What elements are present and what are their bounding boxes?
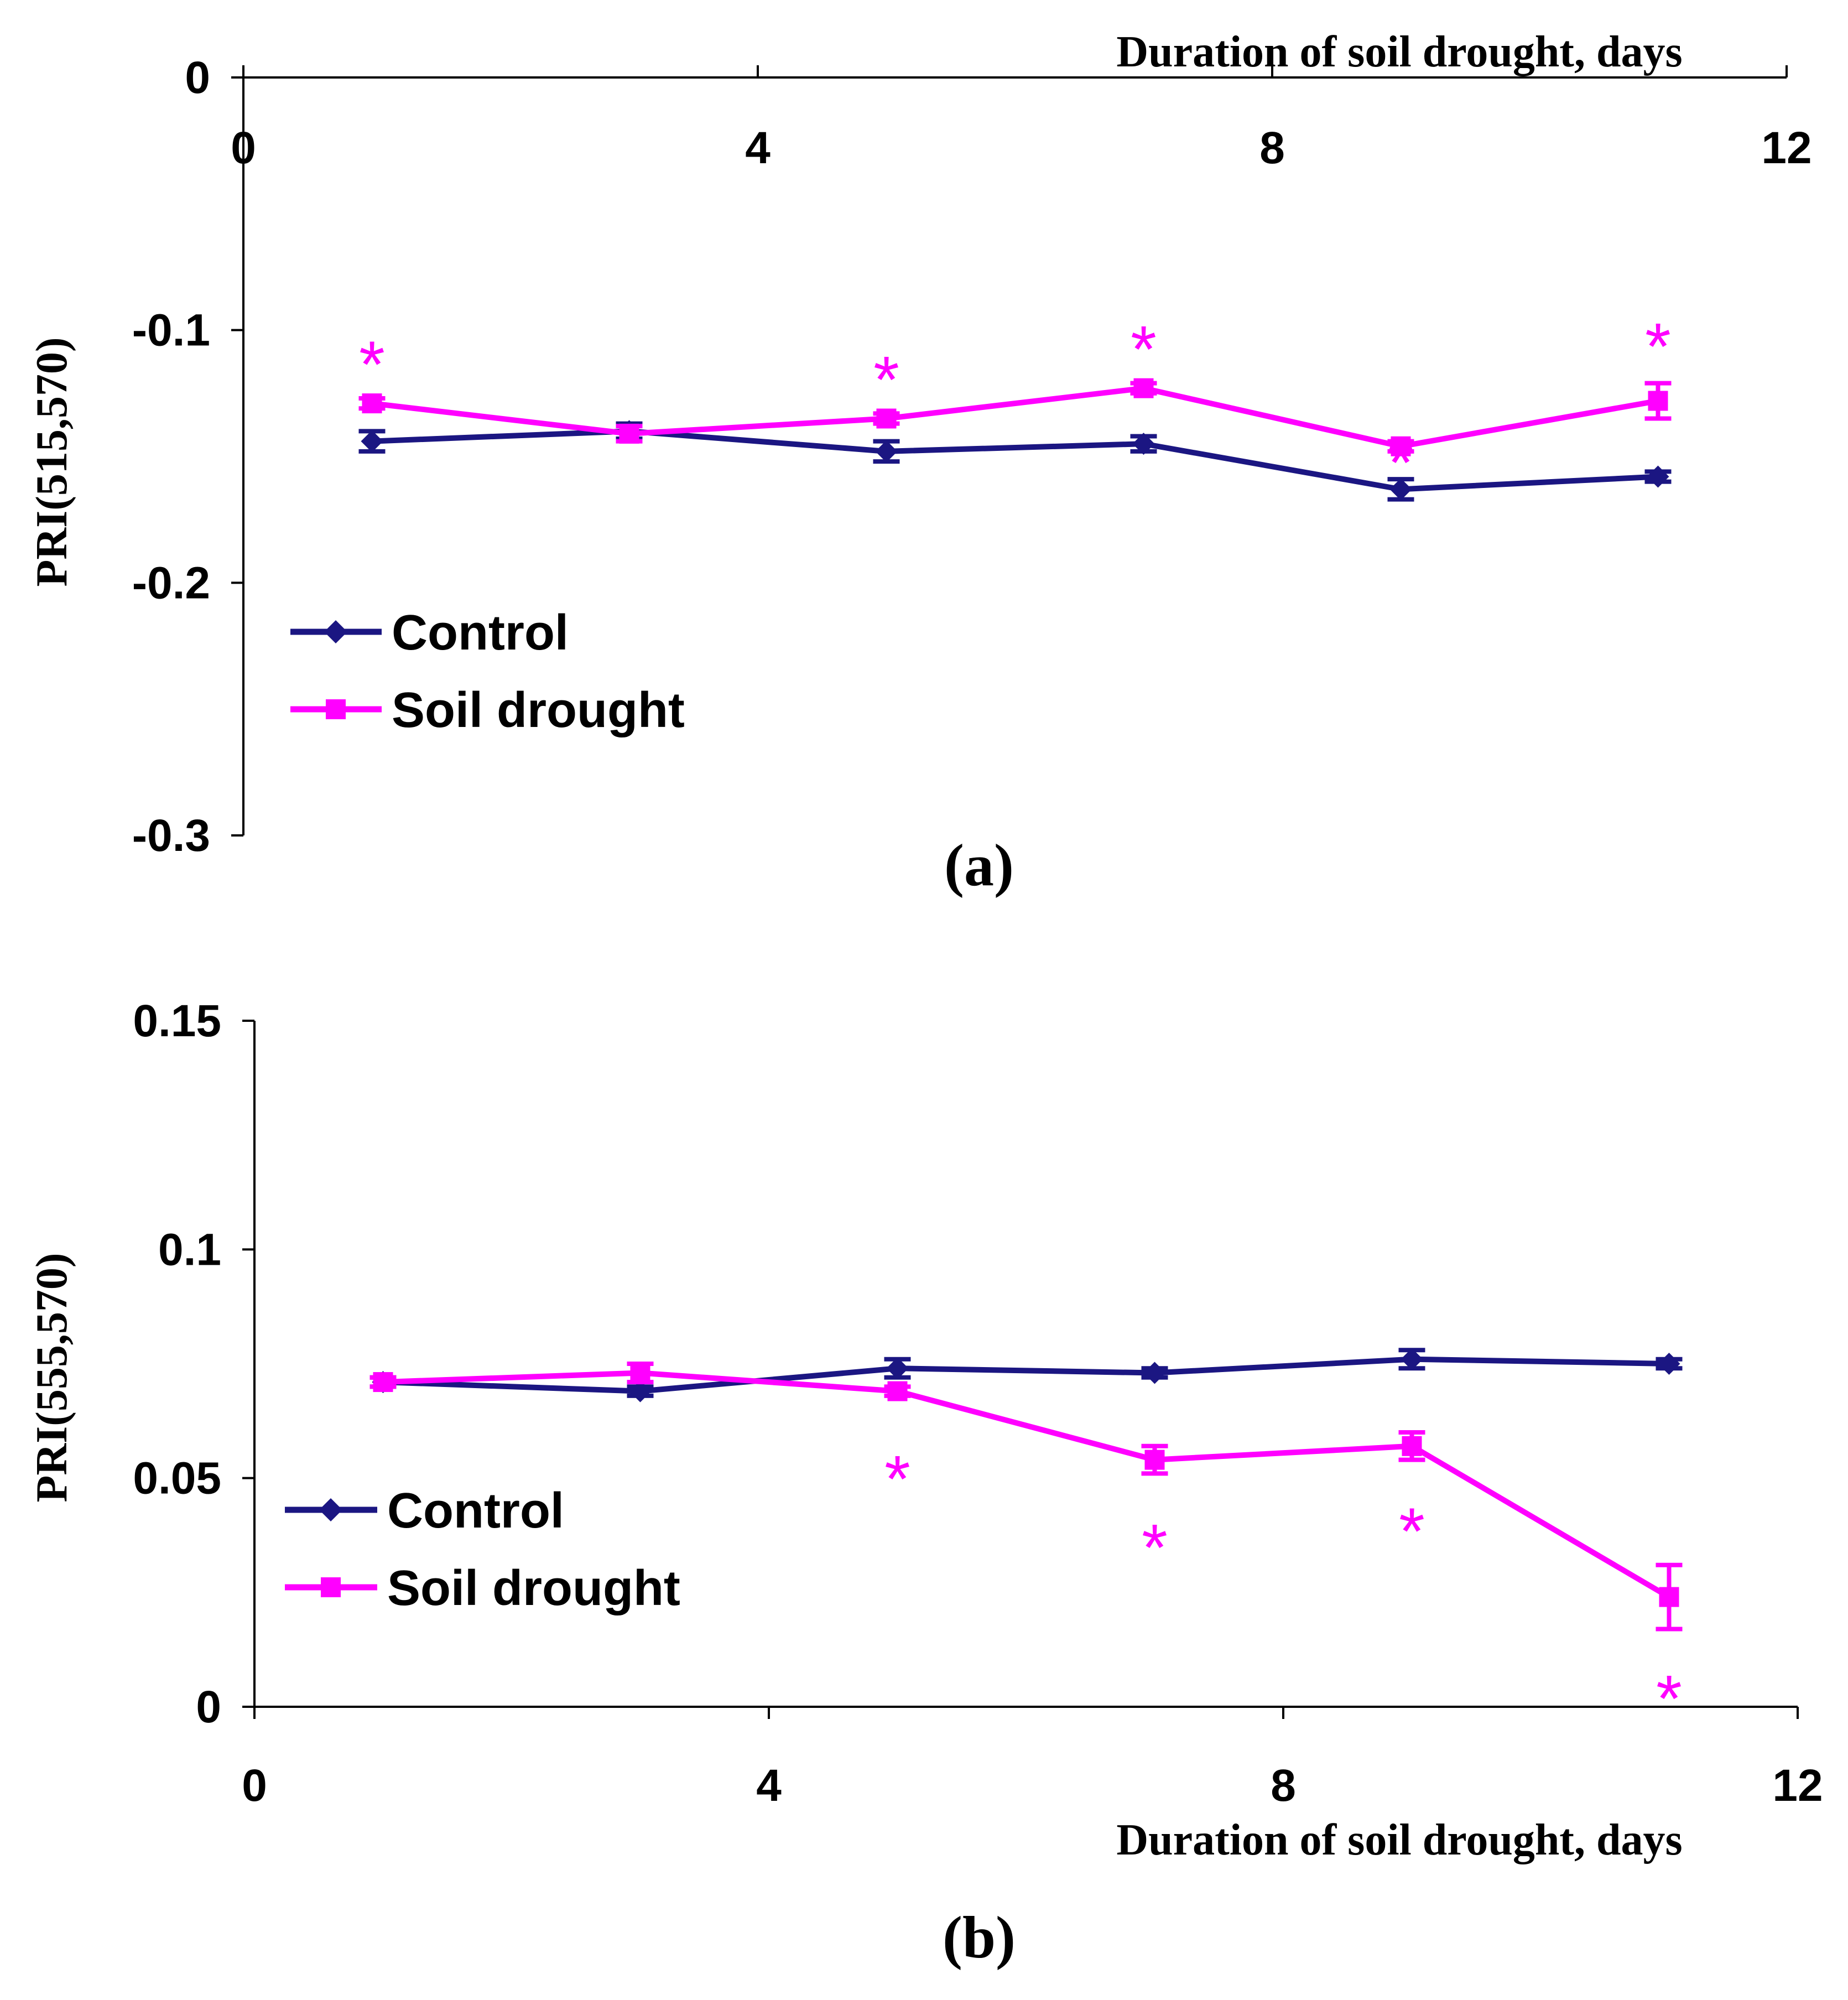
legend-drought-marker	[321, 1577, 341, 1597]
significance-star: *	[1142, 1511, 1168, 1585]
legend-item-soil-drought: Soil drought	[285, 1561, 680, 1616]
y-tick-label: 0	[196, 1682, 221, 1732]
panel-a-axes	[242, 76, 1787, 835]
significance-star: *	[873, 342, 899, 417]
series-line-soil-drought	[371, 385, 1659, 449]
data-point-soil-drought	[362, 393, 382, 414]
y-tick-label: 0.15	[133, 996, 221, 1046]
data-point-control	[629, 1380, 652, 1402]
legend-item-control: Control	[290, 605, 569, 661]
legend-drought-label: Soil drought	[392, 683, 685, 738]
data-point-soil-drought	[1391, 436, 1411, 456]
y-tick-label: 0	[185, 53, 210, 103]
data-point-control	[361, 430, 383, 453]
data-point-soil-drought	[887, 1381, 908, 1401]
legend-control-label: Control	[387, 1483, 564, 1539]
data-point-control	[886, 1357, 909, 1380]
panel-b-axes	[253, 1021, 1798, 1708]
data-point-control	[1132, 433, 1155, 455]
data-point-soil-drought	[1144, 1450, 1165, 1470]
legend-item-soil-drought: Soil drought	[290, 683, 685, 738]
significance-star: *	[1645, 310, 1671, 384]
significance-star: *	[359, 328, 385, 402]
x-tick-label: 0	[231, 123, 256, 173]
panel-b-x-axis-title: Duration of soil drought, days	[1116, 1816, 1682, 1864]
legend-drought-marker	[326, 699, 346, 719]
data-point-soil-drought	[630, 1363, 650, 1383]
significance-star: *	[1656, 1662, 1682, 1736]
panel-a-significance-stars: * * * * *	[359, 310, 1671, 500]
x-tick-label: 4	[745, 123, 771, 173]
y-tick-label: -0.3	[132, 811, 210, 861]
panel-a-y-axis-title: PRI(515,570)	[28, 337, 76, 586]
panel-a-label: (a)	[944, 833, 1014, 898]
legend-drought-label: Soil drought	[387, 1561, 680, 1616]
data-point-control	[1658, 1353, 1680, 1375]
significance-star: *	[1388, 426, 1414, 500]
legend-control-label: Control	[392, 605, 569, 661]
series-line-control	[383, 1356, 1669, 1394]
x-tick-label: 12	[1761, 123, 1811, 173]
data-point-control	[875, 440, 898, 463]
y-tick-label: -0.2	[132, 558, 210, 608]
data-point-soil-drought	[1648, 391, 1668, 411]
panel-a-series	[358, 378, 1672, 502]
panel-b: 0 4 8 12 0 0.05 0.1 0.15 * * * * Duration of soil …	[28, 996, 1823, 1971]
panel-b-ticks: 0 4 8 12 0 0.05 0.1 0.15	[133, 996, 1823, 1811]
panel-b-legend: Control Soil drought	[285, 1483, 680, 1616]
significance-star: *	[1399, 1494, 1425, 1568]
panel-a: 0 4 8 12 0 -0.1 -0.2 -0.3 * * * * * Duration of soi…	[28, 28, 1812, 898]
panel-b-y-axis-title: PRI(555,570)	[28, 1253, 76, 1502]
data-point-control	[1401, 1348, 1423, 1370]
data-point-soil-drought	[876, 408, 897, 429]
data-point-soil-drought	[1659, 1587, 1679, 1607]
series-line-soil-drought	[383, 1370, 1671, 1599]
series-line-control	[372, 428, 1658, 492]
panel-b-label: (b)	[943, 1905, 1016, 1971]
x-tick-label: 8	[1259, 123, 1285, 173]
legend-control-marker	[319, 1498, 342, 1521]
y-tick-label: 0.1	[158, 1224, 221, 1275]
data-point-soil-drought	[1402, 1436, 1422, 1456]
legend-control-marker	[324, 620, 347, 643]
data-point-control	[1389, 478, 1412, 501]
x-tick-label: 4	[756, 1760, 782, 1811]
data-point-control	[1647, 465, 1669, 488]
panel-a-legend: Control Soil drought	[290, 605, 685, 738]
significance-star: *	[1131, 313, 1157, 387]
y-tick-label: 0.05	[133, 1453, 221, 1504]
y-tick-label: -0.1	[132, 305, 210, 356]
panel-b-series	[369, 1348, 1683, 1632]
panel-a-ticks: 0 4 8 12 0 -0.1 -0.2 -0.3	[132, 53, 1812, 861]
legend-item-control: Control	[285, 1483, 564, 1539]
x-tick-label: 0	[242, 1760, 267, 1811]
x-tick-label: 12	[1772, 1760, 1823, 1811]
data-point-soil-drought	[619, 423, 639, 444]
data-point-control	[1143, 1362, 1166, 1384]
significance-star: *	[884, 1442, 910, 1516]
panel-b-significance-stars: * * * *	[884, 1442, 1682, 1736]
data-point-soil-drought	[1133, 378, 1154, 398]
data-point-soil-drought	[373, 1372, 393, 1393]
x-tick-label: 8	[1271, 1760, 1296, 1811]
panel-a-x-axis-title: Duration of soil drought, days	[1116, 28, 1682, 76]
